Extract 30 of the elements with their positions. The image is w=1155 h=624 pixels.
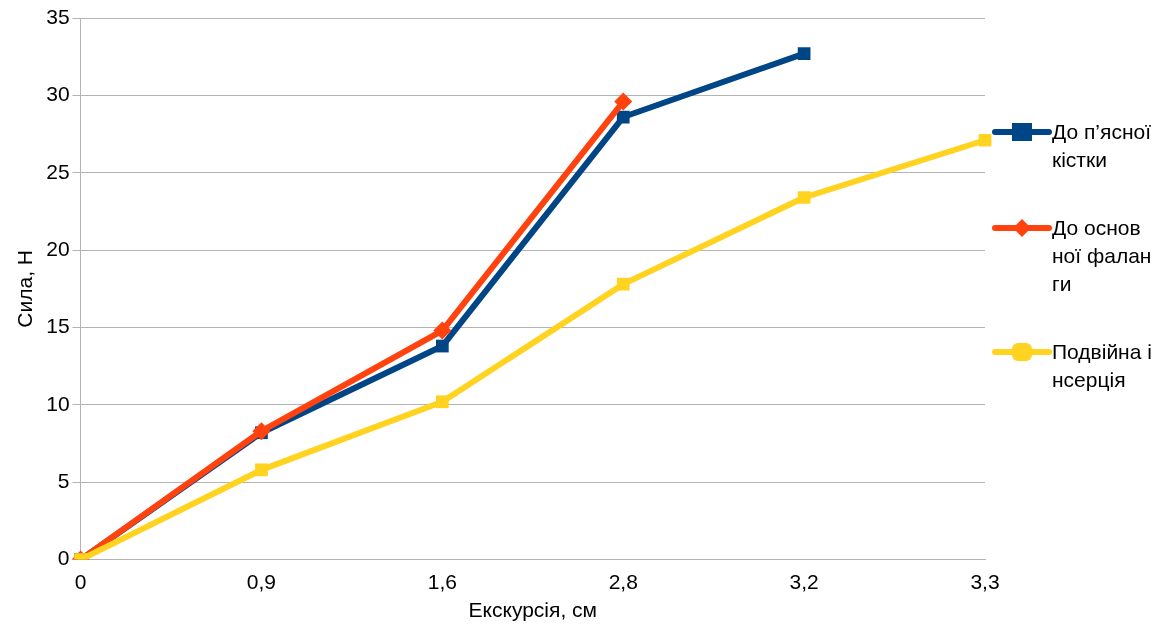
y-tick-label: 20 — [46, 236, 70, 260]
legend-label: Подвійна інсерція — [1052, 339, 1152, 393]
point — [616, 277, 630, 291]
point — [797, 191, 811, 204]
point — [797, 47, 811, 60]
y-tick-label: 30 — [46, 82, 70, 106]
x-tick-label: 1,6 — [427, 570, 457, 593]
point — [614, 92, 633, 111]
y-tick-label: 5 — [57, 469, 70, 493]
point — [433, 321, 452, 340]
y-axis-title: Сила, Н — [13, 249, 37, 328]
y-tick-label: 0 — [57, 546, 70, 570]
point — [435, 339, 449, 353]
y-tick-label: 35 — [46, 4, 70, 28]
x-tick-label: 3,2 — [789, 570, 819, 593]
y-tick-label: 25 — [46, 159, 70, 183]
x-tick-label: 3,3 — [970, 570, 1000, 593]
x-axis-title: Екскурсія, см — [468, 598, 598, 622]
point — [252, 422, 271, 441]
point — [616, 110, 630, 124]
point — [435, 395, 449, 409]
point — [255, 463, 268, 477]
x-tick-label: 0 — [74, 570, 87, 593]
y-tick-label: 10 — [46, 391, 70, 415]
y-tick-label: 15 — [46, 314, 70, 338]
x-tick-label: 0,9 — [246, 570, 277, 593]
legend-label: До п’ясної кістки — [1052, 119, 1152, 173]
x-tick-label: 2,8 — [608, 570, 638, 593]
point — [978, 133, 992, 147]
legend-label: До основної фаланги — [1052, 215, 1152, 297]
